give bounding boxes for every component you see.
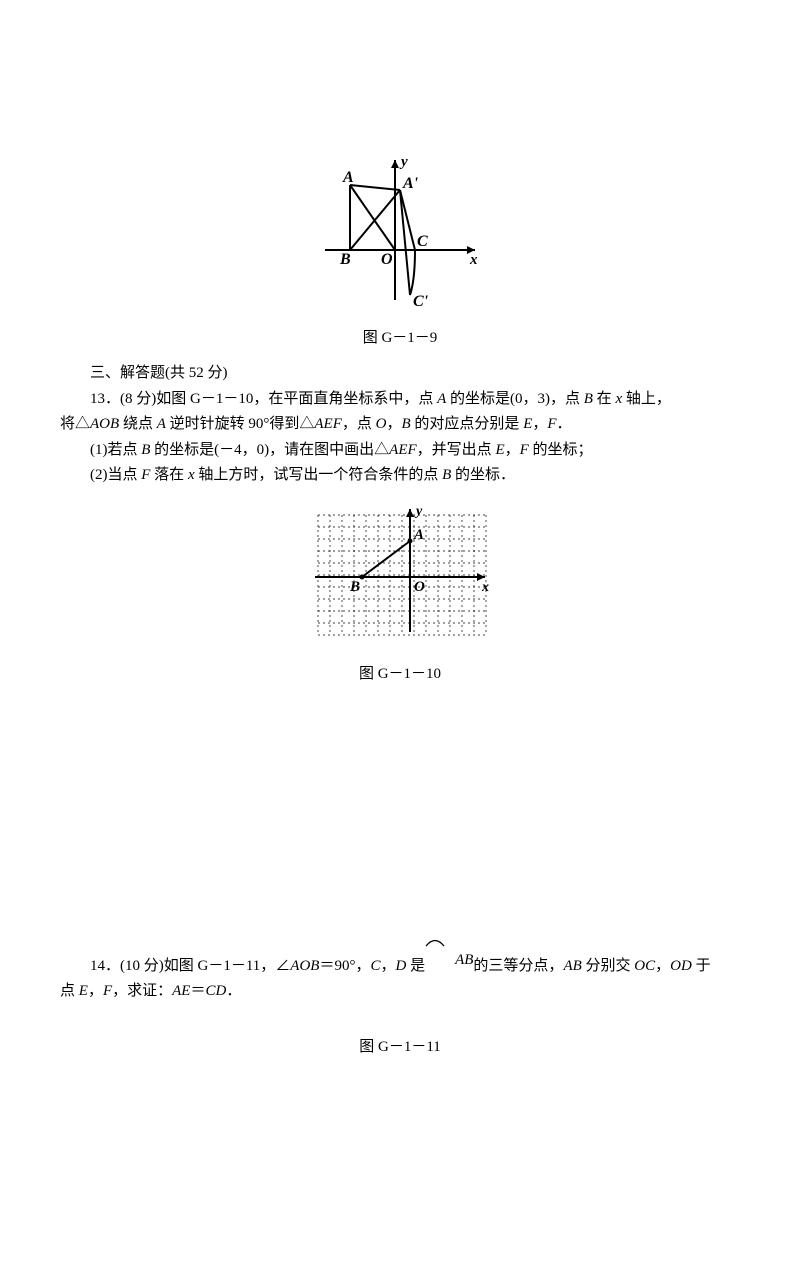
q13-stem-1: 13．(8 分)如图 G－1－10，在平面直角坐标系中，点 A 的坐标是(0，3… [60,387,740,413]
q13-sub1: (1)若点 B 的坐标是(－4，0)，请在图中画出△AEF，并写出点 E，F 的… [60,438,740,464]
t: 在 [593,391,616,407]
t: 的坐标是(0，3)，点 [446,391,584,407]
i: B [442,467,451,483]
t: 的坐标是(－4，0)，请在图中画出△ [150,442,389,458]
i: E [495,442,504,458]
figure-g-1-9: A A' B O C C' x y 图 G－1－9 [60,150,740,351]
i: A [157,416,166,432]
i: A [437,391,446,407]
t: 的坐标； [529,442,593,458]
t: ，并写出点 [417,442,496,458]
i: OD [670,958,692,974]
label-y1: y [399,154,408,170]
i: AE [172,983,190,999]
i: C [370,958,380,974]
q13-sub2: (2)当点 F 落在 x 轴上方时，试写出一个符合条件的点 B 的坐标． [60,463,740,489]
t: 将△ [60,416,90,432]
q14-stem-2: 点 E，F，求证：AE＝CD． [60,979,740,1005]
label-O: O [381,251,393,268]
t: 绕点 [119,416,157,432]
i: AB [455,952,473,968]
label-x1: x [469,252,478,268]
t: 轴上， [622,391,671,407]
label-A2: A [413,527,424,543]
i: F [520,442,529,458]
fig-1-svg: A A' B O C C' x y [315,150,485,310]
t: ， [655,958,670,974]
t: 轴上方时，试写出一个符合条件的点 [195,467,443,483]
t: 的坐标． [451,467,515,483]
q13-stem-2: 将△AOB 绕点 A 逆时针旋转 90°得到△AEF，点 O，B 的对应点分别是… [60,412,740,438]
t: 逆时针旋转 90°得到△ [166,416,315,432]
t: 落在 [150,467,188,483]
i: AOB [90,416,119,432]
i: AEF [389,442,417,458]
t: ＝ [190,983,205,999]
i: x [188,467,195,483]
fig-3-caption: 图 G－1－11 [60,1035,740,1061]
t: 13．(8 分)如图 G－1－10，在平面直角坐标系中，点 [90,391,437,407]
t: 的对应点分别是 [411,416,524,432]
t: ， [386,416,401,432]
t: ， [88,983,103,999]
t: ， [380,958,395,974]
t: 14．(10 分)如图 G－1－11，∠ [90,958,290,974]
label-Cprime: C' [413,293,429,310]
i: D [395,958,406,974]
label-B: B [339,251,351,268]
i: E [523,416,532,432]
section-3-header: 三、解答题(共 52 分) [60,361,740,387]
t: 于 [692,958,711,974]
label-y2: y [414,504,423,519]
t: (2)当点 [90,467,141,483]
i: CD [205,983,226,999]
i: F [547,416,556,432]
i: B [402,416,411,432]
i: AB [563,958,581,974]
t: ， [532,416,547,432]
t: 点 [60,983,79,999]
label-C: C [417,233,428,250]
i: AEF [314,416,342,432]
fig-1-caption: 图 G－1－9 [60,326,740,352]
arc-AB: AB [425,948,473,974]
t: ＝90°， [319,958,370,974]
fig-2-svg: A B O x y [300,497,500,647]
t: ，点 [342,416,376,432]
label-Aprime: A' [402,175,419,192]
fig-2-caption: 图 G－1－10 [60,662,740,688]
t: ， [505,442,520,458]
i: F [103,983,112,999]
t: (1)若点 [90,442,141,458]
label-A: A [342,169,354,186]
t: ． [226,983,241,999]
label-x2: x [481,580,489,595]
q14-stem-1: 14．(10 分)如图 G－1－11，∠AOB＝90°，C，D 是AB的三等分点… [60,948,740,980]
i: OC [634,958,655,974]
i: O [376,416,387,432]
t: 分别交 [582,958,635,974]
t: 是 [406,958,425,974]
t: 的三等分点， [473,958,563,974]
label-O2: O [414,579,425,595]
i: B [584,391,593,407]
figure-g-1-10: A B O x y 图 G－1－10 [60,497,740,688]
label-B2: B [349,579,360,595]
i: E [79,983,88,999]
t: ． [557,416,572,432]
i: AOB [290,958,319,974]
t: ，求证： [112,983,172,999]
